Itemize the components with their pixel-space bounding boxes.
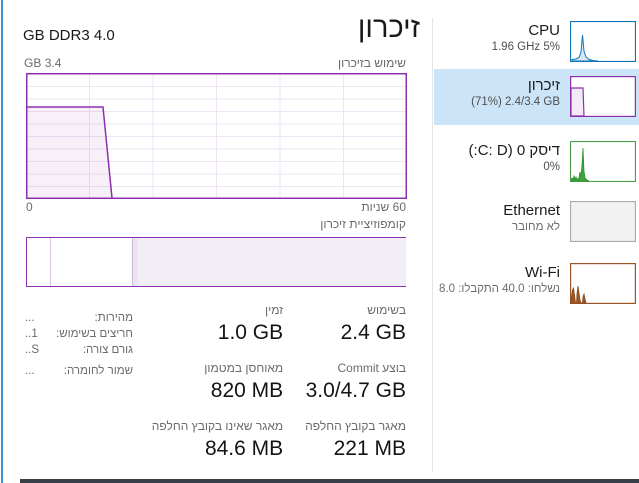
- stat-label: מאגר בקובץ החלפה: [305, 419, 406, 433]
- sidebar-item-memory[interactable]: זיכרון (71%) 2.4/3.4 GB: [434, 69, 639, 125]
- sidebar-item-title: Ethernet: [503, 202, 560, 219]
- stat-committed: בוצע Commit 3.0/4.7 GB: [305, 361, 406, 404]
- stat-label: מאוחסן במטמון: [204, 361, 284, 375]
- stat-value: 221 MB: [333, 437, 406, 460]
- sidebar-item-text: Wi-Fi נשלחו: 40.0 התקבלו: 8.0: [434, 263, 560, 297]
- sidebar-item-cpu[interactable]: CPU 1.96 GHz 5%: [434, 14, 639, 68]
- memory-usage-chart: [26, 73, 407, 199]
- composition-inuse-segment: [138, 238, 406, 286]
- stat-paged-pool: מאגר בקובץ החלפה 221 MB: [305, 419, 406, 462]
- hw-label: שמור לחומרה:: [63, 365, 133, 377]
- stat-label: בוצע Commit: [337, 361, 407, 375]
- memory-stats-grid: בשימוש 2.4 GB זמין 1.0 GB בוצע Commit 3.…: [152, 303, 406, 477]
- stat-value: 820 MB: [210, 379, 284, 402]
- hw-value: ...: [25, 312, 35, 324]
- stat-non-paged-pool: מאגר שאינו בקובץ החלפה 84.6 MB: [152, 419, 283, 462]
- hardware-info-block: מהירות: ... חריצים בשימוש: ..1 גורם צורה…: [25, 310, 133, 379]
- sidebar-item-title: זיכרון: [527, 77, 560, 94]
- hw-label: גורם צורה:: [82, 344, 133, 356]
- stat-value: 1.0 GB: [217, 321, 284, 344]
- ethernet-mini-graph-icon: [570, 201, 636, 242]
- cpu-mini-graph-icon: [570, 21, 636, 62]
- stat-label: זמין: [265, 303, 284, 317]
- stat-label: מאגר שאינו בקובץ החלפה: [151, 419, 284, 433]
- sidebar-item-subtitle: 0%: [543, 161, 560, 173]
- sidebar-item-disk0[interactable]: דיסק 0 (C: D:) 0%: [434, 134, 639, 188]
- disk-mini-graph-icon: [570, 141, 636, 182]
- usage-chart-x-left: 0: [26, 200, 33, 214]
- sidebar-item-title: Wi-Fi: [525, 264, 560, 281]
- taskbar-edge: [20, 479, 639, 483]
- composition-free-divider: [50, 238, 51, 286]
- sidebar-item-text: זיכרון (71%) 2.4/3.4 GB: [434, 76, 560, 110]
- sidebar-divider: [432, 18, 433, 472]
- composition-chart-title: קומפוזיציית זיכרון: [320, 217, 406, 231]
- stat-available: זמין 1.0 GB: [152, 303, 283, 346]
- stat-value: 3.0/4.7 GB: [305, 379, 406, 402]
- hw-value: ...: [25, 365, 35, 377]
- hw-slots-used: חריצים בשימוש: ..1: [25, 326, 133, 342]
- sidebar-item-subtitle: (71%) 2.4/3.4 GB: [471, 96, 560, 108]
- hw-value: ..S: [25, 344, 40, 356]
- hw-label: מהירות:: [94, 312, 133, 324]
- hw-value: ..1: [25, 328, 38, 340]
- sidebar-item-text: דיסק 0 (C: D:) 0%: [434, 141, 560, 175]
- sidebar-item-title: CPU: [528, 22, 560, 39]
- memory-detail-panel: זיכרון 4.0 GB DDR3 שימוש בזיכרון 3.4 GB …: [3, 0, 433, 483]
- stat-value: 2.4 GB: [340, 321, 406, 344]
- sidebar-item-ethernet[interactable]: Ethernet לא מחובר: [434, 194, 639, 246]
- sidebar-item-wifi[interactable]: Wi-Fi נשלחו: 40.0 התקבלו: 8.0: [434, 256, 639, 308]
- sidebar-item-text: CPU 1.96 GHz 5%: [434, 21, 560, 55]
- stat-value: 84.6 MB: [204, 437, 284, 460]
- usage-chart-ymax: 3.4 GB: [24, 56, 62, 70]
- memory-mini-graph-icon: [570, 76, 636, 117]
- hw-speed: מהירות: ...: [25, 310, 133, 326]
- sidebar-item-subtitle: נשלחו: 40.0 התקבלו: 8.0: [439, 283, 560, 295]
- page-title: זיכרון: [357, 12, 420, 44]
- memory-composition-bar[interactable]: [26, 237, 406, 287]
- usage-chart-x-right: 60 שניות: [361, 200, 406, 214]
- usage-chart-title: שימוש בזיכרון: [338, 56, 406, 70]
- hw-label: חריצים בשימוש:: [56, 328, 133, 340]
- hw-form-factor: גורם צורה: ..S: [25, 342, 133, 358]
- sidebar-item-text: Ethernet לא מחובר: [434, 201, 560, 235]
- sidebar-item-subtitle: לא מחובר: [512, 221, 560, 233]
- ram-total-label: 4.0 GB DDR3: [23, 27, 115, 44]
- stat-cached: מאוחסן במטמון 820 MB: [152, 361, 283, 404]
- window-accent-border: [1, 0, 3, 483]
- stat-in-use: בשימוש 2.4 GB: [305, 303, 406, 346]
- sidebar-item-subtitle: 1.96 GHz 5%: [491, 41, 560, 53]
- hw-hardware-reserved: שמור לחומרה: ...: [25, 363, 133, 379]
- wifi-mini-graph-icon: [570, 263, 636, 304]
- sidebar-item-title: דיסק 0 (C: D:): [468, 142, 560, 159]
- stat-label: בשימוש: [367, 303, 406, 317]
